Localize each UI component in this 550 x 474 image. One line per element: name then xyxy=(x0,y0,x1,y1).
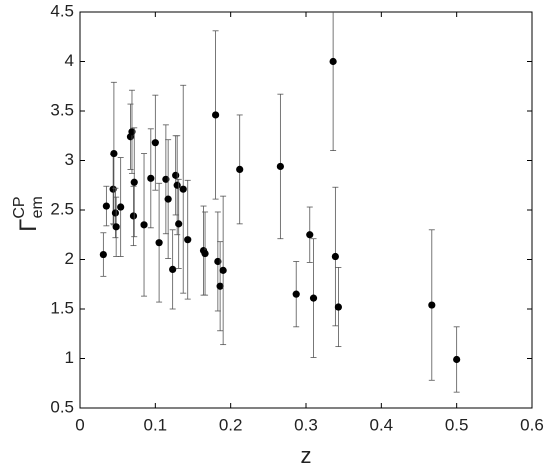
y-label-sub: em xyxy=(29,196,46,218)
x-tick-label: 0.4 xyxy=(370,415,394,434)
point xyxy=(109,185,117,193)
point xyxy=(110,149,118,158)
point xyxy=(331,252,339,261)
x-tick-label: 0.3 xyxy=(294,415,318,434)
point xyxy=(214,257,222,266)
x-tick-label: 0 xyxy=(75,415,84,434)
point xyxy=(292,290,300,298)
x-tick-label: 0.6 xyxy=(520,415,544,434)
point xyxy=(428,301,436,309)
x-tick-label: 0.1 xyxy=(144,415,168,434)
point xyxy=(309,294,318,302)
y-tick-label: 0.5 xyxy=(50,397,74,416)
point xyxy=(111,209,120,217)
point xyxy=(151,139,159,147)
plot-frame xyxy=(79,11,533,409)
point xyxy=(172,171,180,179)
point xyxy=(169,265,177,273)
point xyxy=(130,178,138,186)
y-tick-label: 4.5 xyxy=(50,1,74,20)
point xyxy=(201,249,209,258)
point xyxy=(162,175,170,183)
x-axis-label: z xyxy=(301,443,312,468)
point xyxy=(99,250,107,259)
point xyxy=(173,181,181,189)
point xyxy=(147,174,155,182)
point xyxy=(117,203,125,211)
point xyxy=(329,57,337,66)
x-tick-label: 0.5 xyxy=(445,415,469,434)
y-label-base: Γ xyxy=(15,219,42,232)
point xyxy=(128,128,136,136)
x-tick-label: 0.2 xyxy=(219,415,243,434)
y-tick-label: 4 xyxy=(65,51,74,70)
y-tick-label: 1.5 xyxy=(50,298,74,317)
point xyxy=(216,282,224,290)
y-tick-label: 2 xyxy=(65,249,74,268)
point xyxy=(175,220,183,228)
y-tick-label: 2.5 xyxy=(50,199,74,218)
point xyxy=(306,231,314,239)
point xyxy=(276,162,284,171)
point xyxy=(155,239,163,247)
point xyxy=(453,355,461,364)
plot-area xyxy=(99,12,461,393)
point xyxy=(102,202,110,210)
point xyxy=(236,165,244,174)
point xyxy=(184,236,192,244)
point xyxy=(129,212,138,220)
point xyxy=(219,266,227,274)
point xyxy=(164,195,172,203)
point xyxy=(140,221,148,229)
y-tick-label: 1 xyxy=(65,348,74,367)
y-axis-label: ΓCPem xyxy=(11,196,46,232)
point xyxy=(212,111,220,119)
error-bar xyxy=(330,12,337,152)
point xyxy=(112,223,120,231)
point xyxy=(179,185,187,193)
y-tick-label: 3.5 xyxy=(50,100,74,119)
y-label-sup: CP xyxy=(11,196,28,218)
y-axis-label-text: ΓCPem xyxy=(11,196,46,232)
point xyxy=(334,303,342,311)
y-tick-label: 3 xyxy=(65,150,74,169)
